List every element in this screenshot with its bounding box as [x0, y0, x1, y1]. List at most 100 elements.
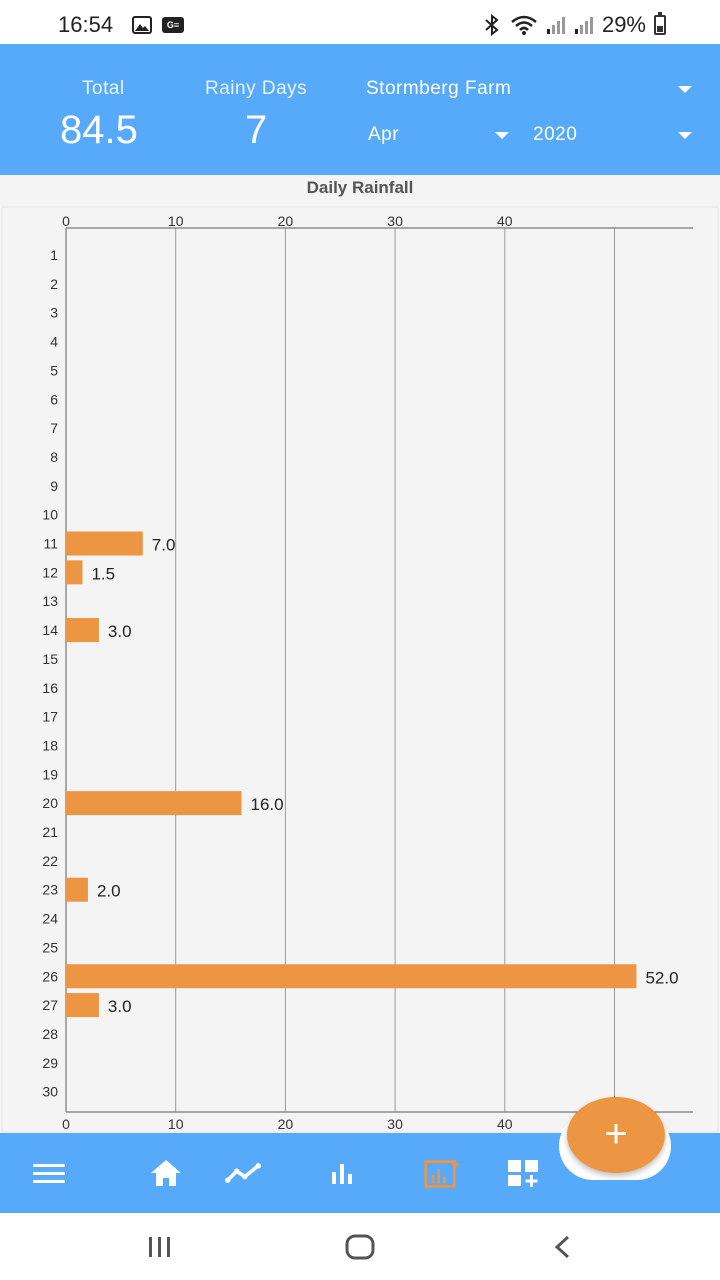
- y-tick-label: 6: [50, 391, 58, 407]
- bar-value-label: 16.0: [251, 795, 284, 814]
- home-circle-icon[interactable]: [340, 1233, 380, 1261]
- bluetooth-icon: [485, 14, 499, 36]
- x-tick-label-top: 40: [497, 213, 513, 229]
- x-tick-label-bottom: 20: [278, 1116, 294, 1132]
- y-tick-label: 22: [42, 853, 58, 869]
- status-bar: 16:54 G≡ 29%: [0, 0, 720, 44]
- y-tick-label: 10: [42, 507, 58, 523]
- y-tick-label: 20: [42, 795, 58, 811]
- x-tick-label-bottom: 30: [387, 1116, 403, 1132]
- year-dropdown-value: 2020: [533, 124, 578, 145]
- y-tick-label: 27: [42, 997, 58, 1013]
- y-tick-label: 23: [42, 882, 58, 898]
- y-tick-label: 7: [50, 420, 58, 436]
- y-tick-label: 1: [50, 247, 58, 263]
- y-tick-label: 21: [42, 824, 58, 840]
- menu-button[interactable]: [31, 1157, 67, 1189]
- chevron-down-icon: [678, 132, 692, 139]
- rainy-days-label: Rainy Days: [205, 78, 308, 99]
- y-tick-label: 8: [50, 449, 58, 465]
- y-tick-label: 2: [50, 276, 58, 292]
- y-tick-label: 4: [50, 334, 58, 350]
- recent-apps-icon[interactable]: [140, 1233, 180, 1261]
- home-button[interactable]: [148, 1157, 184, 1189]
- farm-dropdown[interactable]: Stormberg Farm: [366, 78, 696, 108]
- y-tick-label: 29: [42, 1055, 58, 1071]
- gallery-icon: [132, 16, 152, 34]
- farm-dropdown-value: Stormberg Farm: [366, 78, 512, 99]
- x-tick-label-top: 20: [278, 213, 294, 229]
- y-tick-label: 9: [50, 478, 58, 494]
- bar: [66, 560, 83, 585]
- x-tick-label-bottom: 0: [62, 1116, 70, 1132]
- y-tick-label: 30: [42, 1084, 58, 1100]
- y-tick-label: 11: [43, 536, 58, 552]
- y-tick-label: 18: [42, 737, 58, 753]
- chart-panel: Daily Rainfall 0 0 10 10 20 20 30 30 40 40 1 2 3 4 5 6 7…: [0, 175, 720, 1135]
- add-entry-fab[interactable]: +: [567, 1097, 665, 1173]
- x-tick-label-bottom: 40: [497, 1116, 513, 1132]
- total-label: Total: [82, 78, 125, 99]
- system-navigation: [0, 1213, 720, 1280]
- add-widget-button[interactable]: [505, 1157, 541, 1189]
- daily-chart-icon: [424, 1159, 460, 1188]
- rainy-days-value: 7: [245, 108, 268, 152]
- bar: [66, 531, 143, 556]
- y-tick-label: 24: [42, 911, 58, 927]
- bar: [66, 993, 99, 1018]
- bar-chart-button[interactable]: [325, 1157, 361, 1189]
- y-tick-label: 14: [42, 622, 58, 638]
- bar-value-label: 3.0: [108, 997, 132, 1016]
- back-icon[interactable]: [542, 1233, 582, 1261]
- y-tick-label: 16: [42, 680, 58, 696]
- bar-value-label: 3.0: [108, 622, 132, 641]
- trend-icon: [225, 1163, 261, 1183]
- add-widget-icon: [508, 1160, 538, 1187]
- chevron-down-icon: [495, 132, 509, 139]
- x-tick-label-bottom: 10: [168, 1116, 184, 1132]
- bar-chart-icon: [332, 1164, 352, 1184]
- bar-value-label: 7.0: [152, 536, 176, 555]
- x-tick-label-top: 10: [168, 213, 184, 229]
- signal-icon: [546, 17, 565, 34]
- menu-icon: [33, 1164, 65, 1183]
- year-dropdown[interactable]: 2020: [533, 124, 696, 154]
- bar: [66, 877, 88, 902]
- signal-icon: [574, 17, 593, 34]
- y-tick-label: 25: [42, 939, 58, 955]
- x-tick-label-top: 0: [62, 213, 70, 229]
- bar: [66, 791, 242, 816]
- trend-button[interactable]: [225, 1157, 261, 1189]
- battery-percent: 29%: [601, 12, 646, 37]
- y-tick-label: 12: [42, 564, 58, 580]
- month-dropdown[interactable]: Apr: [368, 124, 513, 154]
- wifi-icon: [511, 15, 537, 35]
- bar: [66, 964, 637, 989]
- y-tick-label: 26: [42, 968, 58, 984]
- y-tick-label: 3: [50, 305, 58, 321]
- status-time: 16:54: [58, 12, 114, 37]
- bar-value-label: 1.5: [91, 564, 115, 583]
- y-tick-label: 5: [50, 362, 58, 378]
- y-tick-label: 28: [42, 1026, 58, 1042]
- daily-chart-button[interactable]: [424, 1157, 460, 1189]
- bar-value-label: 2.0: [97, 882, 121, 901]
- chevron-down-icon: [678, 86, 692, 93]
- bar-value-label: 52.0: [645, 968, 678, 987]
- home-icon: [151, 1160, 181, 1186]
- month-dropdown-value: Apr: [368, 124, 400, 145]
- bar: [66, 618, 99, 643]
- y-tick-label: 15: [42, 651, 58, 667]
- chart-title: Daily Rainfall: [306, 178, 414, 197]
- chart-card: [1, 206, 719, 1133]
- y-tick-label: 17: [42, 709, 58, 725]
- gs-notification-icon: G≡: [162, 17, 184, 33]
- total-value: 84.5: [60, 108, 138, 152]
- y-tick-label: 13: [42, 593, 58, 609]
- status-right: 29%: [482, 12, 666, 38]
- x-tick-label-top: 30: [387, 213, 403, 229]
- y-tick-label: 19: [42, 766, 58, 782]
- header-summary: Total 84.5 Rainy Days 7 Stormberg Farm A…: [0, 44, 720, 175]
- battery-icon: [654, 12, 666, 35]
